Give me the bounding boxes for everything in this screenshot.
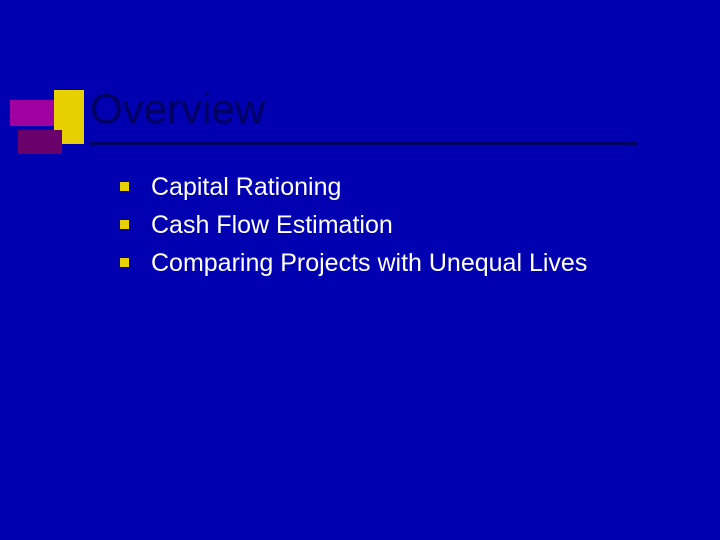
title-underline bbox=[90, 142, 638, 145]
list-item: Cash Flow Estimation bbox=[120, 210, 587, 240]
slide: Overview Capital Rationing Cash Flow Est… bbox=[0, 0, 720, 540]
list-item: Comparing Projects with Unequal Lives bbox=[120, 248, 587, 278]
bullet-text: Comparing Projects with Unequal Lives bbox=[151, 248, 587, 278]
bullet-icon bbox=[120, 220, 129, 229]
deco-rect-3 bbox=[18, 130, 62, 154]
bullet-icon bbox=[120, 258, 129, 267]
bullet-text: Cash Flow Estimation bbox=[151, 210, 393, 240]
bullet-text: Capital Rationing bbox=[151, 172, 341, 202]
slide-title: Overview bbox=[90, 85, 265, 133]
list-item: Capital Rationing bbox=[120, 172, 587, 202]
bullet-list: Capital Rationing Cash Flow Estimation C… bbox=[120, 172, 587, 286]
bullet-icon bbox=[120, 182, 129, 191]
